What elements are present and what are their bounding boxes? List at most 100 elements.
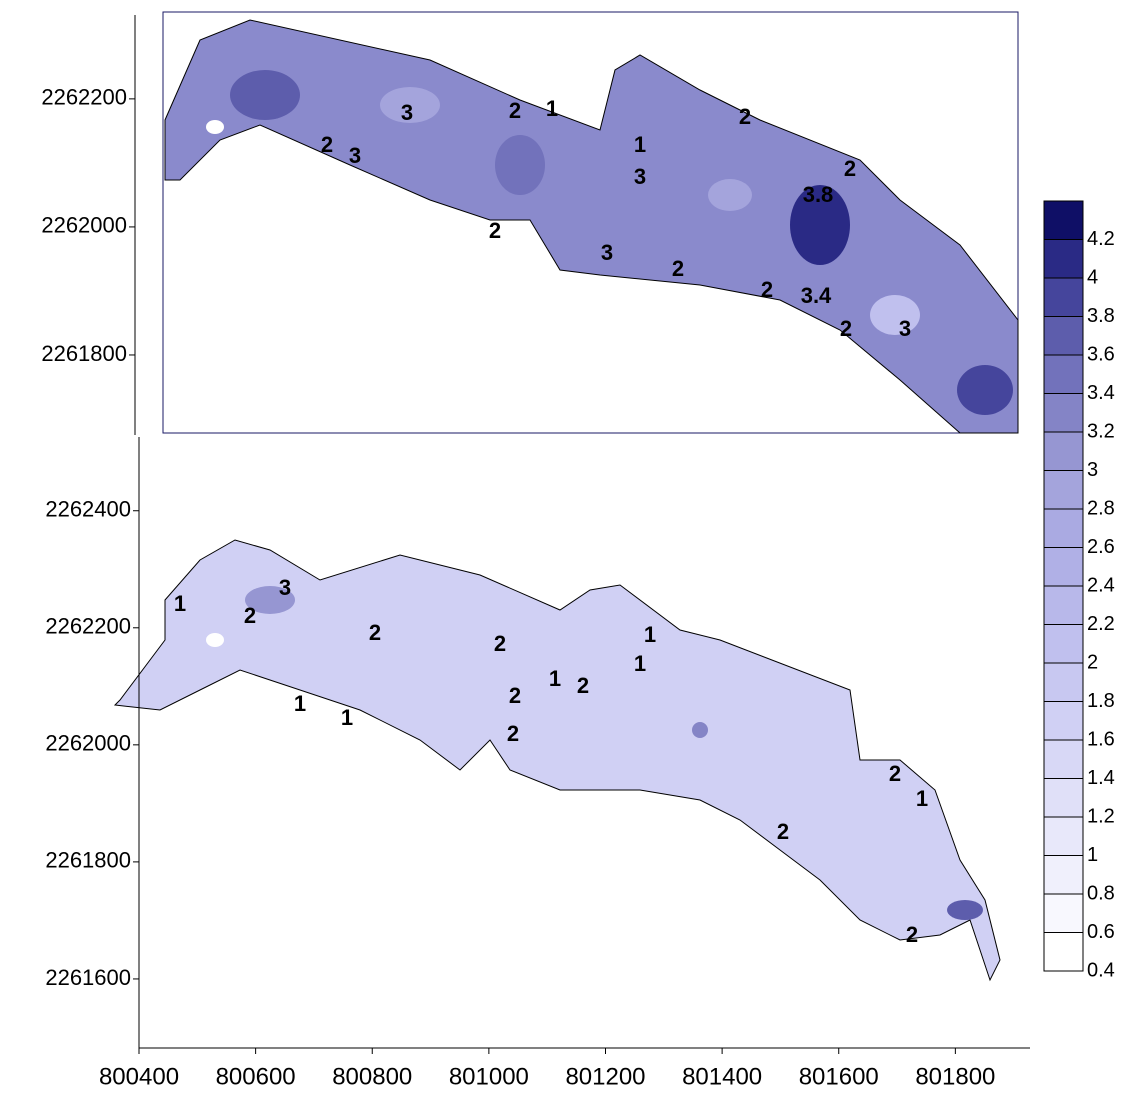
colorbar-band xyxy=(1043,701,1084,741)
contour-label: 3.8 xyxy=(803,182,834,207)
contour-label: 2 xyxy=(777,819,789,844)
x-tick-label: 801000 xyxy=(449,1063,529,1090)
top-deep-area xyxy=(790,185,850,265)
contour-label: 1 xyxy=(174,591,186,616)
x-tick-label: 801600 xyxy=(799,1063,879,1090)
y-tick-label: 2262200 xyxy=(45,614,131,639)
y-tick-label: 2261800 xyxy=(45,848,131,873)
colorbar-band xyxy=(1043,239,1084,279)
colorbar-band xyxy=(1043,855,1084,895)
colorbar-band xyxy=(1043,585,1084,625)
colorbar-label: 3.2 xyxy=(1087,420,1115,442)
colorbar-label: 4.2 xyxy=(1087,228,1115,250)
y-tick-label: 2261800 xyxy=(41,341,127,366)
bottom-deep-area xyxy=(692,722,708,738)
colorbar-label: 1.8 xyxy=(1087,690,1115,712)
contour-label: 3 xyxy=(601,240,613,265)
x-tick-label: 800400 xyxy=(99,1063,179,1090)
contour-label: 2 xyxy=(509,98,521,123)
contour-label: 2 xyxy=(244,603,256,628)
contour-label: 1 xyxy=(634,132,646,157)
colorbar-label: 1.6 xyxy=(1087,728,1115,750)
contour-label: 1 xyxy=(916,786,928,811)
colorbar-band xyxy=(1043,624,1084,664)
contour-label: 1 xyxy=(644,622,656,647)
colorbar-band xyxy=(1043,200,1084,240)
contour-label: 2 xyxy=(761,277,773,302)
top-deep-area xyxy=(495,135,545,195)
contour-label: 1 xyxy=(341,705,353,730)
colorbar-label: 4 xyxy=(1087,266,1098,288)
contour-label: 3 xyxy=(899,316,911,341)
top-shallow-area xyxy=(380,87,440,123)
contour-label: 2 xyxy=(577,673,589,698)
colorbar-label: 1.2 xyxy=(1087,805,1115,827)
bottom-deep-area xyxy=(245,586,295,614)
contour-label: 2 xyxy=(489,218,501,243)
contour-label: 1 xyxy=(549,666,561,691)
colorbar-band xyxy=(1043,547,1084,587)
colorbar-band xyxy=(1043,354,1084,394)
contour-label: 1 xyxy=(546,96,558,121)
y-tick-label: 2261600 xyxy=(45,965,131,990)
contour-label: 3.4 xyxy=(801,283,832,308)
contour-label: 2 xyxy=(889,761,901,786)
contour-label: 2 xyxy=(906,922,918,947)
bottom-deep-area xyxy=(947,900,983,920)
contour-label: 2 xyxy=(369,620,381,645)
colorbar-band xyxy=(1043,508,1084,548)
colorbar-band xyxy=(1043,662,1084,702)
colorbar-label: 1 xyxy=(1087,844,1098,866)
colorbar-label: 3.8 xyxy=(1087,305,1115,327)
y-tick-label: 2262400 xyxy=(45,497,131,522)
colorbar-label: 2.2 xyxy=(1087,613,1115,635)
colorbar-band xyxy=(1043,739,1084,779)
colorbar-label: 2.4 xyxy=(1087,574,1115,596)
colorbar-label: 2 xyxy=(1087,651,1098,673)
colorbar-label: 3.6 xyxy=(1087,343,1115,365)
bottom-island xyxy=(206,633,224,647)
colorbar-label: 2.8 xyxy=(1087,497,1115,519)
colorbar-band xyxy=(1043,277,1084,317)
top-island xyxy=(206,120,224,134)
contour-label: 2 xyxy=(844,156,856,181)
colorbar-label: 0.8 xyxy=(1087,882,1115,904)
top-shallow-area xyxy=(708,179,752,211)
top-deep-area xyxy=(230,70,300,120)
colorbar-label: 0.4 xyxy=(1087,959,1115,981)
top-deep-area xyxy=(957,365,1013,415)
y-tick-label: 2262200 xyxy=(41,85,127,110)
colorbar-band xyxy=(1043,431,1084,471)
colorbar-label: 2.6 xyxy=(1087,536,1115,558)
contour-label: 2 xyxy=(507,721,519,746)
contour-label: 3 xyxy=(634,164,646,189)
colorbar-label: 0.6 xyxy=(1087,921,1115,943)
contour-label: 1 xyxy=(634,651,646,676)
x-tick-label: 801800 xyxy=(915,1063,995,1090)
colorbar-label: 3.4 xyxy=(1087,382,1115,404)
contour-label: 2 xyxy=(509,683,521,708)
y-tick-label: 2262000 xyxy=(41,213,127,238)
colorbar-band xyxy=(1043,316,1084,356)
x-tick-label: 801200 xyxy=(565,1063,645,1090)
colorbar-band xyxy=(1043,816,1084,856)
colorbar-band xyxy=(1043,393,1084,433)
x-tick-label: 801400 xyxy=(682,1063,762,1090)
contour-label: 3 xyxy=(401,100,413,125)
contour-label: 3 xyxy=(279,575,291,600)
colorbar-band xyxy=(1043,778,1084,818)
contour-label: 1 xyxy=(294,691,306,716)
colorbar-band xyxy=(1043,932,1084,972)
contour-label: 2 xyxy=(672,256,684,281)
bottom-lake xyxy=(113,539,1001,982)
colorbar-band xyxy=(1043,893,1084,933)
contour-label: 2 xyxy=(840,316,852,341)
contour-label: 2 xyxy=(739,104,751,129)
contour-label: 2 xyxy=(321,132,333,157)
x-tick-label: 800600 xyxy=(216,1063,296,1090)
contour-label: 3 xyxy=(349,143,361,168)
y-tick-label: 2262000 xyxy=(45,731,131,756)
contour-label: 2 xyxy=(494,631,506,656)
top-lake xyxy=(164,19,1019,434)
